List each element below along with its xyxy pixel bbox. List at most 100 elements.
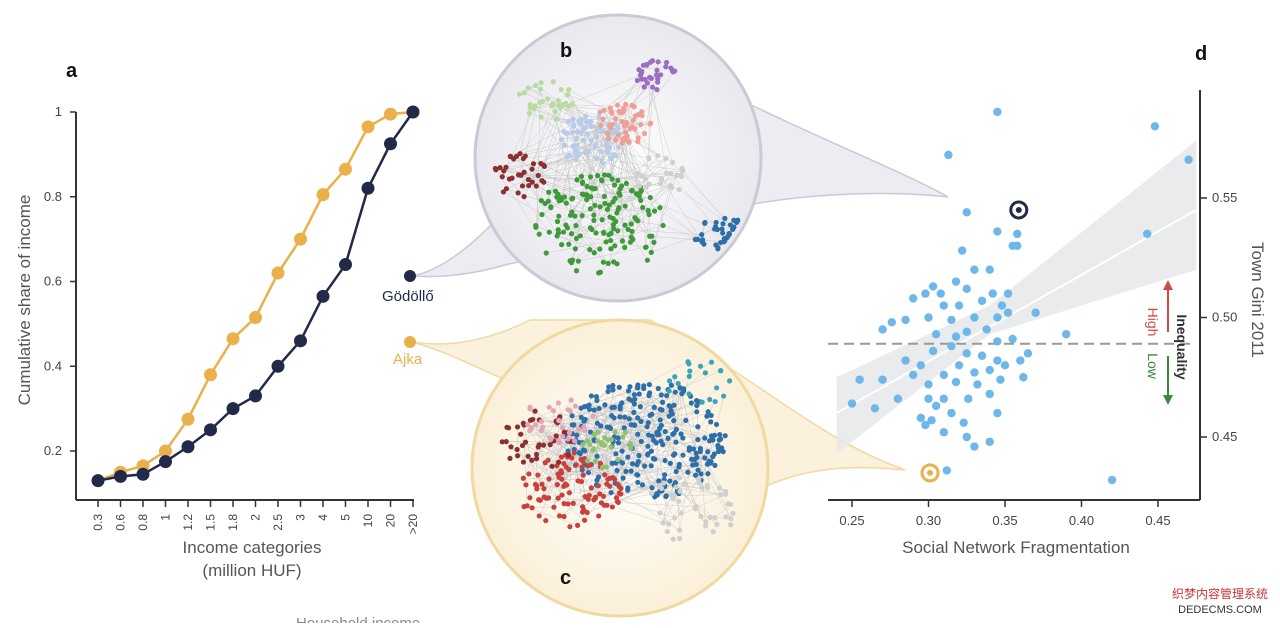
chart-a-point-godollo xyxy=(159,455,172,468)
chart-a-xtick-label: 4 xyxy=(316,514,330,521)
network-b-panel-label: b xyxy=(560,40,572,62)
chart-d-point xyxy=(924,313,932,321)
chart-d-xtick-label: 0.25 xyxy=(839,513,864,528)
inequality-label: Inequality xyxy=(1174,314,1190,380)
chart-d-point xyxy=(963,208,971,216)
chart-a-xtick-label: 0.3 xyxy=(91,514,105,531)
chart-d-point xyxy=(944,151,952,159)
chart-d-point xyxy=(970,313,978,321)
chart-d-point xyxy=(947,316,955,324)
chart-a-xtick-label: 5 xyxy=(339,514,353,521)
chart-d-xlabel: Social Network Fragmentation xyxy=(902,538,1130,557)
chart-d-point xyxy=(998,301,1006,309)
chart-d-point xyxy=(986,390,994,398)
inequality-high-arrowhead xyxy=(1163,280,1173,290)
chart-d-point xyxy=(924,380,932,388)
chart-d-point xyxy=(986,266,994,274)
chart-d-point xyxy=(894,395,902,403)
chart-a-xtick-label: >20 xyxy=(406,514,420,535)
inequality-low-arrowhead xyxy=(1163,395,1173,405)
chart-a-xtick-label: 0.8 xyxy=(136,514,150,531)
chart-d-point xyxy=(1016,356,1024,364)
chart-d-point xyxy=(940,301,948,309)
chart-d-point xyxy=(1013,230,1021,238)
watermark-top: 织梦内容管理系统 xyxy=(1172,586,1268,601)
chart-d-point xyxy=(993,337,1001,345)
chart-d-point xyxy=(978,297,986,305)
chart-d-point xyxy=(909,294,917,302)
chart-a-point-godollo xyxy=(272,360,285,373)
chart-d-point xyxy=(940,371,948,379)
chart-a-point-godollo xyxy=(182,440,195,453)
chart-a-point-godollo xyxy=(114,470,127,483)
chart-a-point-godollo xyxy=(384,137,397,150)
chart-d-point xyxy=(924,395,932,403)
chart-d-point xyxy=(940,395,948,403)
chart-d-point xyxy=(1151,122,1159,130)
chart-d-point xyxy=(932,330,940,338)
chart-a-xlabel-line1: Income categories xyxy=(183,538,322,557)
chart-d-point xyxy=(993,409,1001,417)
chart-d-point xyxy=(929,347,937,355)
chart-d-point xyxy=(993,313,1001,321)
chart-d-point xyxy=(1024,349,1032,357)
chart-d-point xyxy=(986,366,994,374)
inequality-high-label: High xyxy=(1145,308,1161,337)
chart-d-xtick-label: 0.35 xyxy=(992,513,1017,528)
chart-a-panel-label: a xyxy=(66,60,78,82)
inequality-low-label: Low xyxy=(1145,353,1161,380)
chart-d-point xyxy=(952,277,960,285)
chart-a-point-godollo xyxy=(227,402,240,415)
godollo-marker xyxy=(404,270,416,282)
chart-a-point-godollo xyxy=(317,290,330,303)
chart-a-point-godollo xyxy=(92,474,105,487)
chart-d-panel-label: d xyxy=(1195,43,1207,65)
ajka-marker xyxy=(404,336,416,348)
chart-a-point-godollo xyxy=(137,468,150,481)
chart-d-point xyxy=(947,409,955,417)
chart-a-point-godollo xyxy=(204,423,217,436)
chart-a-ytick-label: 1 xyxy=(55,104,62,119)
chart-d-highlight-ajka-dot xyxy=(927,470,933,476)
chart-d-point xyxy=(996,375,1004,383)
chart-d-point xyxy=(878,375,886,383)
chart-d-ylabel: Town Gini 2011 xyxy=(1248,242,1267,358)
chart-d-point xyxy=(1143,230,1151,238)
chart-d-point xyxy=(909,371,917,379)
chart-d-point xyxy=(888,318,896,326)
chart-a-xtick-label: 20 xyxy=(384,514,398,528)
chart-d-point xyxy=(958,246,966,254)
chart-d-point xyxy=(952,332,960,340)
chart-a-point-godollo xyxy=(339,258,352,271)
chart-d-point xyxy=(921,289,929,297)
chart-d-point xyxy=(917,361,925,369)
chart-a-point-godollo xyxy=(294,334,307,347)
chart-a-ytick-label: 0.6 xyxy=(44,274,62,289)
chart-a-point-ajka xyxy=(317,188,330,201)
chart-d-point xyxy=(929,282,937,290)
chart-a-point-ajka xyxy=(204,368,217,381)
chart-d-point xyxy=(973,380,981,388)
watermark-bottom: DEDECMS.COM xyxy=(1178,604,1262,616)
chart-a-ytick-label: 0.2 xyxy=(44,443,62,458)
chart-d-point xyxy=(970,266,978,274)
chart-d-point xyxy=(921,421,929,429)
chart-a-xtick-label: 2.5 xyxy=(271,514,285,531)
godollo-label: Gödöllő xyxy=(382,288,434,305)
chart-d-point xyxy=(871,404,879,412)
chart-d-point xyxy=(943,466,951,474)
chart-a-point-ajka xyxy=(182,413,195,426)
chart-d-ytick-label: 0.55 xyxy=(1212,190,1237,205)
chart-a-xtick-label: 1.8 xyxy=(226,514,240,531)
chart-a-point-ajka xyxy=(362,120,375,133)
chart-d-point xyxy=(970,442,978,450)
chart-d-point xyxy=(963,328,971,336)
chart-a-xtick-label: 10 xyxy=(361,514,375,528)
chart-a-xtick-label: 0.6 xyxy=(114,514,128,531)
chart-a-point-ajka xyxy=(294,233,307,246)
chart-d-point xyxy=(952,378,960,386)
chart-d-point xyxy=(955,361,963,369)
chart-d-ytick-label: 0.45 xyxy=(1212,429,1237,444)
